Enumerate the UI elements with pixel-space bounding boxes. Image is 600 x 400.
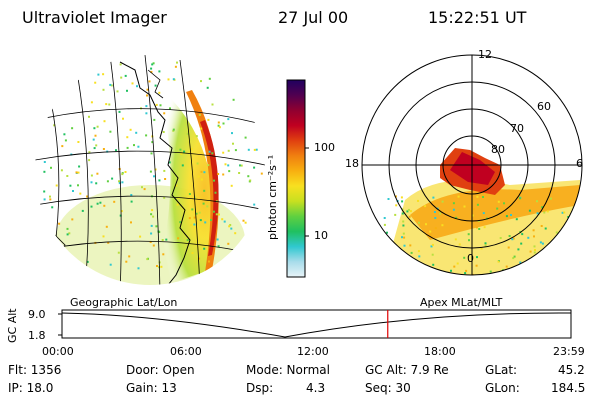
ip-value: IP: 18.0 <box>8 381 54 395</box>
lat-label-80: 80 <box>491 143 505 156</box>
colorbar-label-100: 100 <box>314 141 335 154</box>
altitude-plot <box>58 309 572 339</box>
colorbar-label-10: 10 <box>314 229 328 242</box>
door-status: Door: Open <box>126 363 195 377</box>
gain-value: Gain: 13 <box>126 381 177 395</box>
mlt-label-6: 6 <box>576 157 583 170</box>
dsp-label: Dsp: <box>246 381 274 395</box>
alt-tick-9: 9.0 <box>28 308 46 321</box>
mlt-label-12: 12 <box>478 48 492 61</box>
geo-panel-label: Geographic Lat/Lon <box>70 296 178 309</box>
glon-label: GLon: <box>485 381 520 395</box>
time-tick-1200: 12:00 <box>297 345 329 358</box>
time-label: 15:22:51 UT <box>428 8 527 27</box>
alt-tick-1-8: 1.8 <box>28 329 46 342</box>
instrument-title: Ultraviolet Imager <box>22 8 167 27</box>
alt-y-label: GC Alt <box>6 308 19 343</box>
colorbar <box>286 79 306 278</box>
mode-value: Mode: Normal <box>246 363 330 377</box>
polar-panel-label: Apex MLat/MLT <box>420 296 503 309</box>
gc-altitude: GC Alt: 7.9 Re <box>365 363 449 377</box>
mlt-label-0: 0 <box>467 252 474 265</box>
glat-value: 45.2 <box>558 363 585 377</box>
time-tick-0000: 00:00 <box>42 345 74 358</box>
glat-label: GLat: <box>485 363 518 377</box>
flight-number: Flt: 1356 <box>8 363 62 377</box>
time-tick-1800: 18:00 <box>424 345 456 358</box>
sequence-number: Seq: 30 <box>365 381 411 395</box>
mlt-label-18: 18 <box>345 157 359 170</box>
geographic-image <box>35 55 265 285</box>
colorbar-unit-label: photon cm⁻²s⁻¹ <box>266 154 279 240</box>
lat-label-60: 60 <box>537 100 551 113</box>
dsp-value: 4.3 <box>306 381 326 395</box>
date-label: 27 Jul 00 <box>278 8 349 27</box>
glon-value: 184.5 <box>551 381 586 395</box>
lat-label-70: 70 <box>510 122 524 135</box>
time-tick-2359: 23:59 <box>553 345 585 358</box>
time-tick-0600: 06:00 <box>170 345 202 358</box>
